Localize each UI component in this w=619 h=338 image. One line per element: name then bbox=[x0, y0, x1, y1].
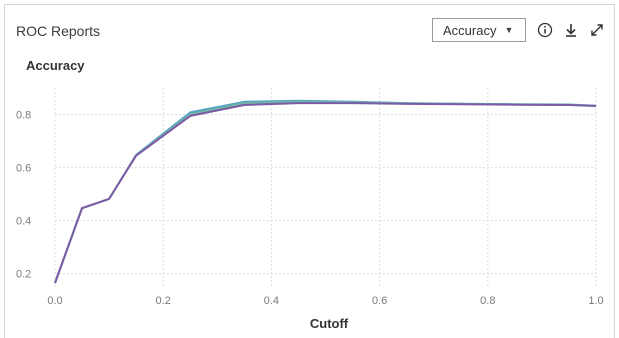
x-tick-label: 0.8 bbox=[480, 295, 495, 307]
metric-dropdown[interactable]: Accuracy ▼ bbox=[432, 18, 526, 42]
expand-icon[interactable] bbox=[587, 20, 607, 40]
series-line-2 bbox=[54, 100, 597, 284]
x-tick-label: 0.0 bbox=[47, 295, 62, 307]
panel-title: ROC Reports bbox=[16, 23, 101, 39]
x-tick-label: 1.0 bbox=[588, 295, 603, 307]
x-tick-label: 0.2 bbox=[156, 295, 171, 307]
info-icon[interactable] bbox=[535, 20, 555, 40]
x-tick-label: 0.6 bbox=[372, 295, 387, 307]
x-tick-label: 0.4 bbox=[264, 295, 279, 307]
series-line-1 bbox=[54, 99, 597, 284]
download-icon[interactable] bbox=[561, 20, 581, 40]
y-tick-label: 0.4 bbox=[16, 216, 31, 228]
series-lines bbox=[54, 99, 597, 284]
roc-report-panel bbox=[4, 4, 615, 338]
x-axis-label: Cutoff bbox=[310, 316, 349, 331]
y-tick-labels: 0.2 0.4 0.6 0.8 bbox=[16, 110, 31, 281]
series-line-3 bbox=[54, 102, 597, 284]
y-tick-label: 0.6 bbox=[16, 163, 31, 175]
chart-title: Accuracy bbox=[26, 58, 85, 73]
y-tick-label: 0.2 bbox=[16, 269, 31, 281]
y-tick-label: 0.8 bbox=[16, 110, 31, 122]
x-tick-labels: 0.0 0.2 0.4 0.6 0.8 1.0 bbox=[47, 295, 603, 307]
chevron-down-icon: ▼ bbox=[504, 25, 514, 35]
grid-lines bbox=[54, 88, 597, 287]
metric-dropdown-value: Accuracy bbox=[443, 22, 497, 38]
